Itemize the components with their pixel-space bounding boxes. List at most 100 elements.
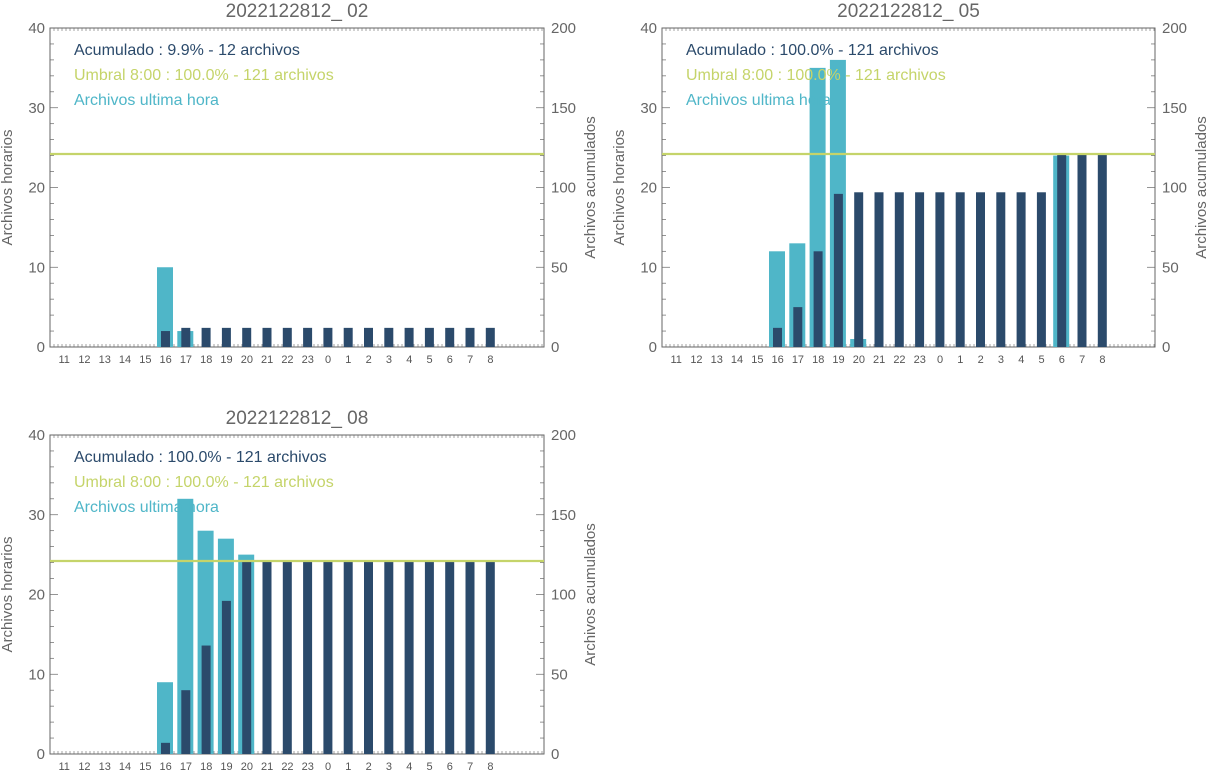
x-tick-label: 5: [1038, 354, 1044, 366]
cumulative-bar: [976, 192, 985, 347]
legend-entry: Umbral 8:00 : 100.0% - 121 archivos: [74, 474, 334, 491]
cumulative-bar: [323, 327, 333, 347]
cumulative-bar: [854, 192, 864, 347]
cumulative-bar: [1097, 154, 1107, 347]
x-tick-label: 12: [690, 354, 702, 366]
x-tick-label: 22: [281, 761, 293, 771]
chart-panel-0: 2022122812_ 02010203040050100150200Archi…: [0, 1, 599, 366]
x-tick-label: 20: [241, 761, 253, 771]
x-tick-label: 20: [853, 354, 865, 366]
cumulative-bar: [161, 331, 170, 347]
x-tick-label: 1: [345, 354, 351, 366]
x-tick-label: 4: [406, 354, 412, 366]
x-tick-label: 19: [220, 761, 232, 771]
y-right-tick-label: 100: [551, 587, 576, 604]
x-tick-label: 17: [180, 761, 192, 771]
x-tick-label: 7: [1079, 354, 1085, 366]
cumulative-bar: [181, 690, 191, 754]
legend-entry: Archivos ultima hora: [74, 499, 219, 516]
x-tick-label: 23: [302, 761, 314, 771]
x-tick-label: 22: [281, 354, 293, 366]
cumulative-bar: [485, 561, 495, 754]
x-tick-label: 5: [426, 761, 432, 771]
y-left-tick-label: 40: [28, 20, 45, 37]
y-left-axis-title: Archivos horarios: [0, 130, 16, 246]
y-right-tick-label: 0: [1162, 339, 1170, 356]
cumulative-bar: [773, 327, 782, 347]
cumulative-bar: [445, 561, 455, 754]
y-right-tick-label: 50: [551, 259, 568, 276]
cumulative-bar: [424, 327, 434, 347]
cumulative-bar: [262, 327, 272, 347]
y-left-tick-label: 40: [640, 20, 657, 37]
y-right-tick-label: 150: [551, 100, 576, 117]
x-tick-label: 15: [751, 354, 763, 366]
legend-entry: Archivos ultima hora: [686, 92, 831, 109]
y-left-tick-label: 0: [37, 746, 45, 763]
y-left-tick-label: 30: [640, 100, 657, 117]
x-tick-label: 15: [139, 354, 151, 366]
y-left-tick-label: 40: [28, 427, 45, 444]
cumulative-bar: [282, 561, 292, 754]
x-tick-label: 3: [998, 354, 1004, 366]
x-tick-label: 21: [873, 354, 885, 366]
x-tick-label: 18: [200, 354, 212, 366]
x-tick-label: 7: [467, 354, 473, 366]
x-tick-label: 2: [978, 354, 984, 366]
cumulative-bar: [465, 327, 475, 347]
x-tick-label: 3: [386, 761, 392, 771]
cumulative-bar: [221, 600, 231, 754]
x-tick-label: 11: [58, 354, 69, 366]
x-tick-label: 22: [893, 354, 905, 366]
y-right-tick-label: 100: [551, 180, 576, 197]
x-tick-label: 14: [731, 354, 743, 366]
chart-panel-1: 2022122812_ 05010203040050100150200Archi…: [611, 1, 1206, 366]
x-tick-label: 14: [119, 761, 131, 771]
y-right-tick-label: 50: [551, 666, 568, 683]
y-left-tick-label: 10: [28, 666, 45, 683]
x-tick-label: 8: [487, 761, 493, 771]
x-tick-label: 0: [325, 761, 331, 771]
y-left-tick-label: 30: [28, 507, 45, 524]
cumulative-bar: [201, 327, 211, 347]
chart-panel-2: 2022122812_ 08010203040050100150200Archi…: [0, 408, 599, 771]
cumulative-bar: [364, 327, 373, 347]
x-tick-label: 6: [447, 761, 453, 771]
x-tick-label: 16: [160, 354, 172, 366]
cumulative-bar: [955, 192, 965, 347]
y-right-tick-label: 200: [551, 427, 576, 444]
legend-entry: Umbral 8:00 : 100.0% - 121 archivos: [74, 67, 334, 84]
legend-entry: Acumulado : 100.0% - 121 archivos: [74, 449, 327, 466]
x-tick-label: 7: [467, 761, 473, 771]
y-right-tick-label: 0: [551, 746, 559, 763]
hourly-bar: [157, 682, 173, 754]
cumulative-bar: [404, 327, 414, 347]
x-tick-label: 15: [139, 761, 151, 771]
x-tick-label: 14: [119, 354, 131, 366]
x-tick-label: 0: [937, 354, 943, 366]
x-tick-label: 18: [812, 354, 824, 366]
legend-entry: Acumulado : 100.0% - 121 archivos: [686, 42, 939, 59]
cumulative-bar: [201, 645, 211, 754]
x-tick-label: 6: [1059, 354, 1065, 366]
cumulative-bar: [384, 327, 394, 347]
cumulative-bar: [282, 327, 292, 347]
cumulative-bar: [485, 327, 495, 347]
cumulative-bar: [935, 192, 945, 347]
x-tick-label: 21: [261, 761, 273, 771]
cumulative-bar: [793, 307, 803, 347]
y-right-tick-label: 200: [551, 20, 576, 37]
cumulative-bar: [874, 192, 884, 347]
y-left-tick-label: 0: [649, 339, 657, 356]
x-tick-label: 19: [832, 354, 844, 366]
x-tick-label: 21: [261, 354, 273, 366]
cumulative-bar: [813, 251, 823, 347]
x-tick-label: 8: [487, 354, 493, 366]
cumulative-bar: [1057, 154, 1067, 347]
x-tick-label: 17: [180, 354, 192, 366]
x-tick-label: 2: [366, 761, 372, 771]
cumulative-bar: [343, 327, 353, 347]
legend-entry: Archivos ultima hora: [74, 92, 219, 109]
legend-entry: Umbral 8:00 : 100.0% - 121 archivos: [686, 67, 946, 84]
x-tick-label: 1: [957, 354, 963, 366]
